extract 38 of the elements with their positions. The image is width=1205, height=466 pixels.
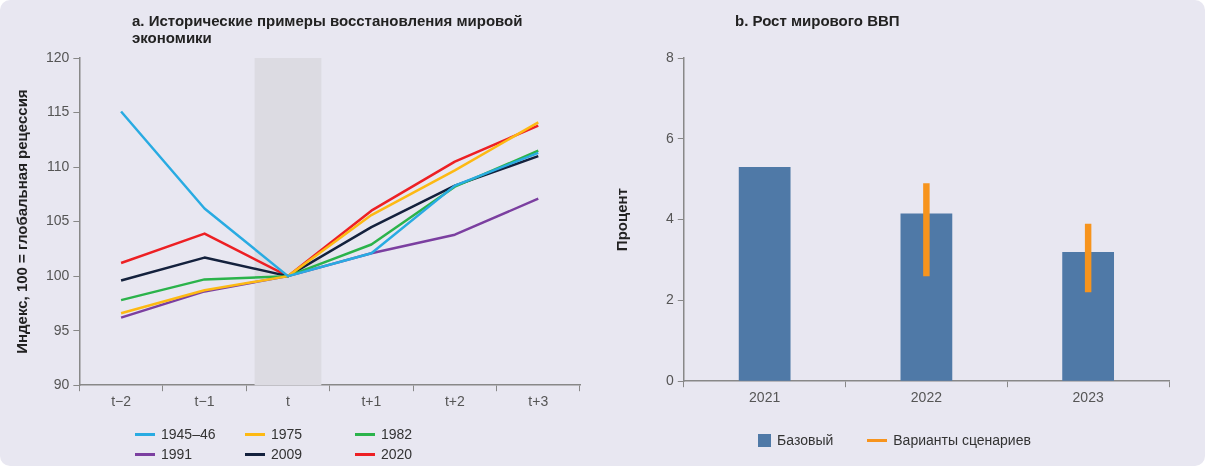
- legend-label: 1982: [381, 426, 413, 442]
- x-tick-label: t+1: [361, 393, 382, 410]
- y-tick-label: 90: [53, 376, 70, 393]
- x-tick-label: 2023: [1072, 389, 1104, 406]
- y-tick-label: 105: [46, 212, 70, 229]
- bar: [738, 167, 791, 381]
- bar: [923, 183, 930, 277]
- y-tick-label: 2: [665, 291, 674, 308]
- legend-label: 2020: [381, 446, 413, 462]
- legend-label: 1945–46: [161, 426, 216, 442]
- legend-label: 1991: [161, 446, 193, 462]
- x-tick-label: t+2: [444, 393, 465, 410]
- y-tick-label: 8: [665, 48, 674, 65]
- y-tick-label: 115: [47, 103, 70, 120]
- x-tick-label: 2022: [910, 389, 943, 406]
- bar: [1084, 223, 1092, 293]
- chart-title: a. Исторические примеры восстановления мировой экономики: [132, 12, 524, 46]
- bar: [900, 213, 953, 381]
- y-tick-label: 100: [46, 266, 70, 283]
- legend-label: Варианты сценариев: [893, 432, 1031, 448]
- y-tick-label: 110: [47, 157, 70, 174]
- y-axis-title: Процент: [613, 188, 631, 252]
- x-tick-label: t−2: [111, 393, 132, 410]
- y-tick-label: 0: [665, 372, 674, 389]
- bar: [1062, 251, 1115, 381]
- x-tick-label: t−1: [194, 393, 215, 410]
- chart-title: b. Рост мирового ВВП: [735, 12, 901, 29]
- legend-label: 1975: [271, 426, 303, 442]
- y-axis-title: Индекс, 100 = глобальная рецессия: [13, 89, 31, 354]
- y-tick-label: 4: [665, 210, 674, 227]
- legend-label: 2009: [271, 446, 303, 462]
- y-tick-label: 120: [46, 48, 70, 65]
- legend-label: Базовый: [777, 432, 834, 448]
- x-tick-label: t+3: [528, 393, 549, 410]
- y-tick-label: 6: [665, 129, 674, 146]
- x-tick-label: t: [286, 393, 291, 410]
- y-tick-label: 95: [53, 321, 70, 338]
- x-tick-label: 2021: [749, 389, 781, 406]
